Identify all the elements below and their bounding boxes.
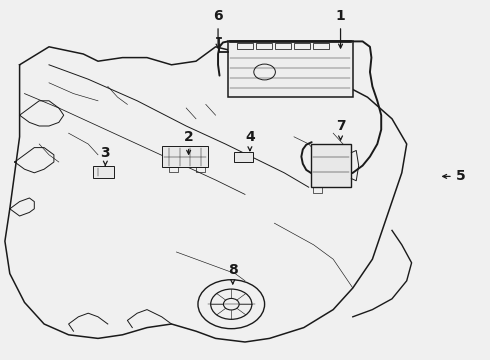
Text: 4: 4 xyxy=(245,130,255,150)
Bar xyxy=(93,166,114,178)
Text: 3: 3 xyxy=(100,146,110,166)
Bar xyxy=(294,43,310,49)
Text: 7: 7 xyxy=(336,119,345,140)
Text: 2: 2 xyxy=(184,130,194,154)
Text: 6: 6 xyxy=(213,9,223,48)
Bar xyxy=(228,41,353,97)
Bar xyxy=(162,146,208,167)
Bar xyxy=(237,43,253,49)
Bar xyxy=(275,43,291,49)
Text: 5: 5 xyxy=(443,170,466,183)
Text: 8: 8 xyxy=(228,263,238,284)
Bar xyxy=(256,43,272,49)
Bar xyxy=(169,167,178,172)
Bar xyxy=(313,43,329,49)
Bar xyxy=(311,144,351,187)
Bar xyxy=(313,187,322,193)
Bar xyxy=(234,152,253,162)
Bar xyxy=(196,167,205,172)
Text: 1: 1 xyxy=(336,9,345,48)
